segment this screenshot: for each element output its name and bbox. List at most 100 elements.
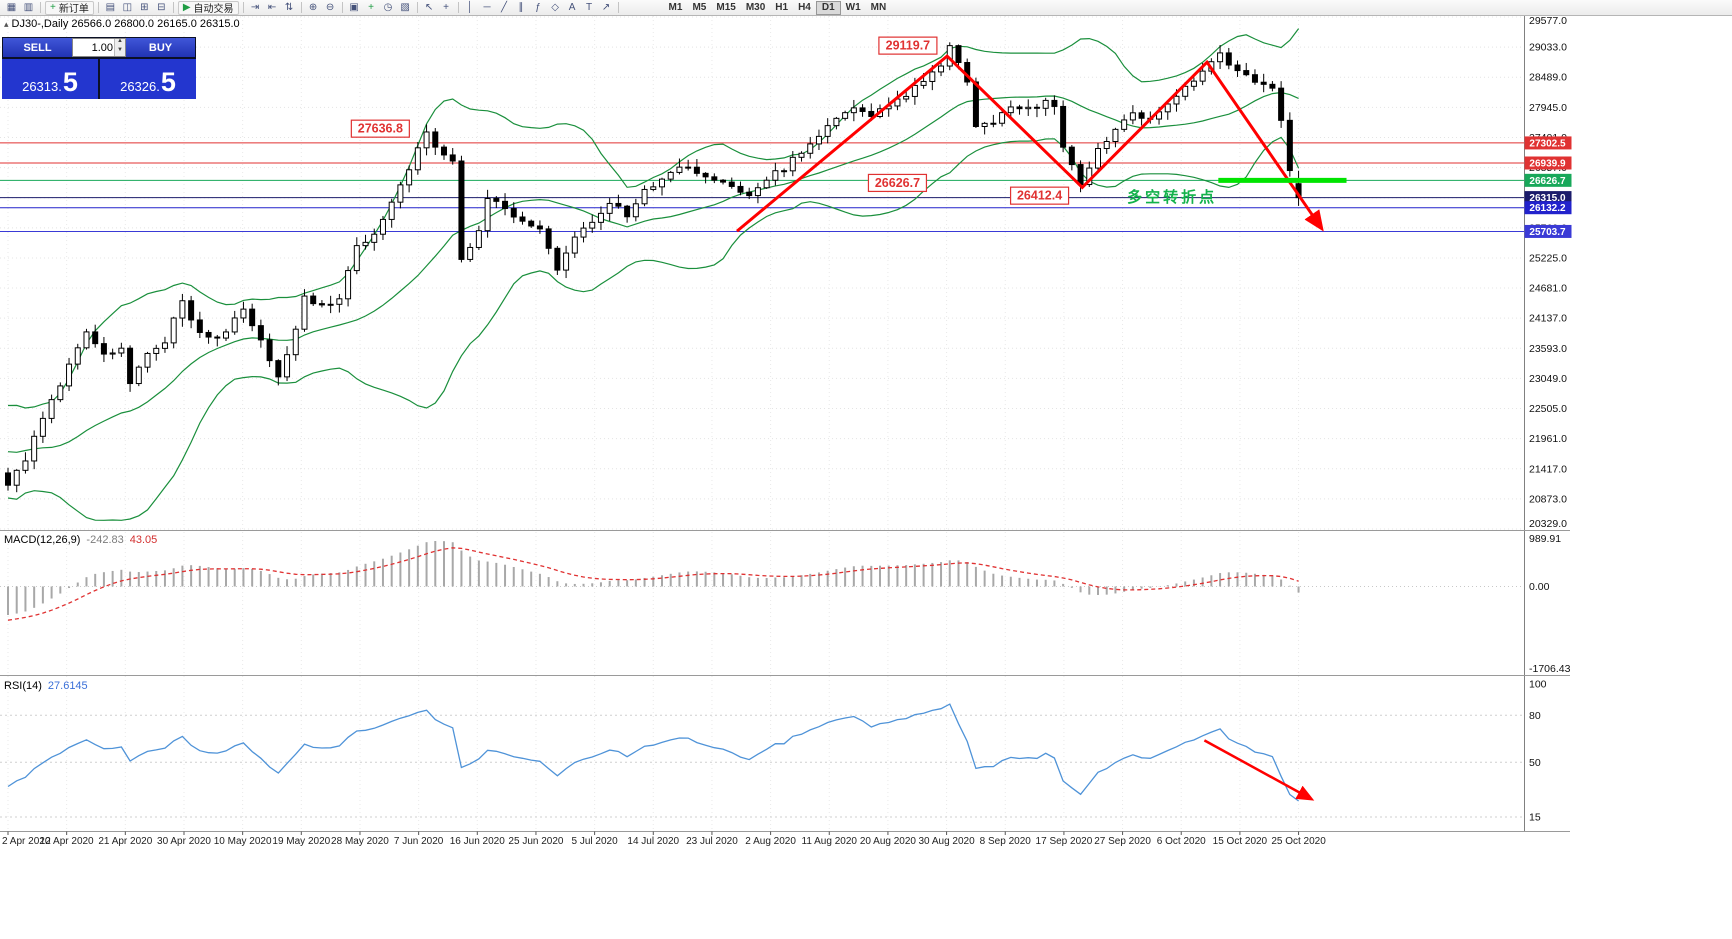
scale-fix-icon[interactable]: ⇅ bbox=[284, 1, 294, 13]
price-annotation-box[interactable] bbox=[1009, 186, 1070, 205]
timeframe-button-m30[interactable]: M30 bbox=[745, 1, 766, 13]
svg-text:25225.0: 25225.0 bbox=[1529, 252, 1567, 264]
timeframe-button-mn[interactable]: MN bbox=[870, 1, 887, 13]
svg-text:30 Aug 2020: 30 Aug 2020 bbox=[919, 836, 976, 847]
timeframe-button-m5[interactable]: M5 bbox=[692, 1, 707, 13]
template-icon[interactable]: ▧ bbox=[400, 1, 410, 13]
horizontal-price-lines[interactable] bbox=[0, 142, 1524, 232]
svg-text:0.00: 0.00 bbox=[1529, 581, 1550, 593]
vertical-line-icon[interactable]: │ bbox=[466, 1, 474, 13]
sell-price-head: 26313. bbox=[22, 79, 62, 94]
svg-text:24137.0: 24137.0 bbox=[1529, 313, 1567, 325]
toolbar-separator bbox=[617, 2, 619, 13]
toolbar-separator bbox=[40, 2, 41, 13]
svg-text:50: 50 bbox=[1529, 757, 1541, 769]
tile-windows-icon[interactable]: ▣ bbox=[349, 1, 359, 13]
svg-text:21 Apr 2020: 21 Apr 2020 bbox=[98, 836, 152, 847]
svg-text:23593.0: 23593.0 bbox=[1529, 343, 1567, 355]
svg-text:7 Jun 2020: 7 Jun 2020 bbox=[394, 836, 444, 847]
svg-text:21417.0: 21417.0 bbox=[1529, 463, 1567, 475]
price-annotation-box[interactable] bbox=[878, 36, 938, 55]
buy-button[interactable]: BUY bbox=[126, 38, 195, 57]
timeframe-button-h4[interactable]: H4 bbox=[798, 1, 811, 13]
svg-text:25 Jun 2020: 25 Jun 2020 bbox=[508, 836, 563, 847]
cursor-icon[interactable]: ↖ bbox=[424, 1, 434, 13]
rsi-label: RSI(14) 27.6145 bbox=[4, 680, 88, 692]
trendline-icon[interactable]: ╱ bbox=[501, 1, 508, 13]
chart-shift-icon[interactable]: ⇤ bbox=[267, 1, 277, 13]
chart-background bbox=[0, 14, 1732, 939]
timeframe-button-h1[interactable]: H1 bbox=[775, 1, 789, 13]
svg-text:10 May 2020: 10 May 2020 bbox=[214, 836, 272, 847]
periods-icon[interactable]: ◷ bbox=[383, 1, 393, 13]
note-text[interactable]: 多空转折点 bbox=[1127, 188, 1217, 206]
toolbar-separator bbox=[416, 2, 418, 13]
rsi-down-arrow[interactable] bbox=[1203, 739, 1315, 801]
chart-annotations[interactable]: 27636.8 29119.7 26626.7 26412.4 多空转折点 bbox=[350, 36, 1347, 233]
chart-ohlc-label: ▴ DJ30-,Daily 26566.0 26800.0 26165.0 263… bbox=[4, 18, 240, 30]
timeframe-button-d1[interactable]: D1 bbox=[815, 0, 841, 15]
rsi-panel bbox=[0, 703, 1524, 818]
autotrading-button[interactable]: ▶ 自动交易 bbox=[177, 0, 239, 15]
macd-signal-value: 43.05 bbox=[129, 534, 158, 546]
svg-text:-1706.43: -1706.43 bbox=[1529, 663, 1571, 675]
svg-text:27 Sep 2020: 27 Sep 2020 bbox=[1094, 836, 1151, 847]
profiles-icon[interactable]: ▥ bbox=[23, 1, 34, 13]
timeframe-button-w1[interactable]: W1 bbox=[845, 1, 861, 13]
svg-text:21961.0: 21961.0 bbox=[1529, 433, 1567, 445]
svg-text:29577.0: 29577.0 bbox=[1529, 15, 1567, 27]
data-window-icon[interactable]: ◫ bbox=[122, 1, 133, 13]
svg-text:8 Sep 2020: 8 Sep 2020 bbox=[980, 836, 1032, 847]
toolbar-separator bbox=[97, 2, 99, 13]
price-annotation-box[interactable] bbox=[350, 119, 410, 138]
horizontal-line-icon[interactable]: ─ bbox=[483, 1, 491, 13]
navigator-icon[interactable]: ⊞ bbox=[140, 1, 149, 13]
toolbar-separator bbox=[172, 2, 174, 13]
price-annotation-box[interactable] bbox=[867, 173, 928, 193]
crosshair-icon[interactable]: + bbox=[443, 1, 449, 13]
sell-button[interactable]: SELL bbox=[3, 38, 72, 57]
svg-text:25 Oct 2020: 25 Oct 2020 bbox=[1271, 836, 1326, 847]
macd-main-value: -242.83 bbox=[86, 534, 124, 546]
new-order-button[interactable]: + 新订单 bbox=[45, 0, 94, 15]
market-watch-icon[interactable]: ▤ bbox=[105, 1, 116, 13]
volume-input[interactable] bbox=[73, 39, 114, 56]
indicators-icon[interactable]: + bbox=[368, 1, 374, 13]
buy-price-head: 26326. bbox=[120, 79, 160, 94]
svg-text:14 Jul 2020: 14 Jul 2020 bbox=[627, 836, 679, 847]
svg-text:29033.0: 29033.0 bbox=[1529, 42, 1567, 54]
toolbar-separator bbox=[457, 2, 459, 13]
channel-icon[interactable]: ∥ bbox=[518, 1, 524, 13]
new-chart-icon[interactable]: ▦ bbox=[6, 1, 17, 13]
toolbar: ▦ ▥ + 新订单 ▤ ◫ ⊞ ⊟ ▶ 自动交易 ⇥ ⇤ ⇅ ⊕ ⊖ ▣ + ◷ ▧ ↖ + │ ─ ╱ ∥ ƒ ◇ A T ↗ M1 M5… bbox=[0, 0, 1732, 16]
label-icon[interactable]: T bbox=[585, 1, 593, 13]
text-icon[interactable]: A bbox=[568, 1, 576, 13]
volume-increase-button[interactable]: ▲ bbox=[115, 38, 125, 48]
arrow-tool-icon[interactable]: ↗ bbox=[601, 1, 611, 13]
autoscroll-icon[interactable]: ⇥ bbox=[250, 1, 260, 13]
svg-text:24681.0: 24681.0 bbox=[1529, 283, 1567, 295]
timeframe-button-m1[interactable]: M1 bbox=[668, 1, 683, 13]
terminal-icon[interactable]: ⊟ bbox=[157, 1, 166, 13]
svg-text:15: 15 bbox=[1529, 812, 1541, 824]
buy-price-display[interactable]: 26326. 5 bbox=[100, 59, 196, 99]
shapes-icon[interactable]: ◇ bbox=[551, 1, 559, 13]
timeframe-button-m15[interactable]: M15 bbox=[716, 1, 736, 13]
fibonacci-icon[interactable]: ƒ bbox=[535, 1, 541, 13]
volume-decrease-button[interactable]: ▼ bbox=[115, 47, 125, 56]
chart-symbol-icon: ▴ bbox=[4, 19, 9, 29]
trend-arrow[interactable] bbox=[736, 54, 1324, 233]
svg-text:20329.0: 20329.0 bbox=[1529, 518, 1567, 530]
toolbar-icons: ▦ ▥ + 新订单 ▤ ◫ ⊞ ⊟ ▶ 自动交易 ⇥ ⇤ ⇅ ⊕ ⊖ ▣ + ◷ ▧ ↖ + │ ─ ╱ ∥ ƒ ◇ A T ↗ bbox=[3, 0, 622, 15]
zoom-out-icon[interactable]: ⊖ bbox=[325, 1, 335, 13]
svg-text:2 Apr 2020: 2 Apr 2020 bbox=[2, 836, 51, 847]
svg-text:26626.7: 26626.7 bbox=[875, 176, 920, 190]
sell-price-display[interactable]: 26313. 5 bbox=[2, 59, 98, 99]
volume-spinner: ▲ ▼ bbox=[114, 38, 125, 56]
macd-name: MACD(12,26,9) bbox=[4, 534, 81, 546]
svg-text:26412.4: 26412.4 bbox=[1017, 189, 1062, 203]
zoom-in-icon[interactable]: ⊕ bbox=[308, 1, 318, 13]
